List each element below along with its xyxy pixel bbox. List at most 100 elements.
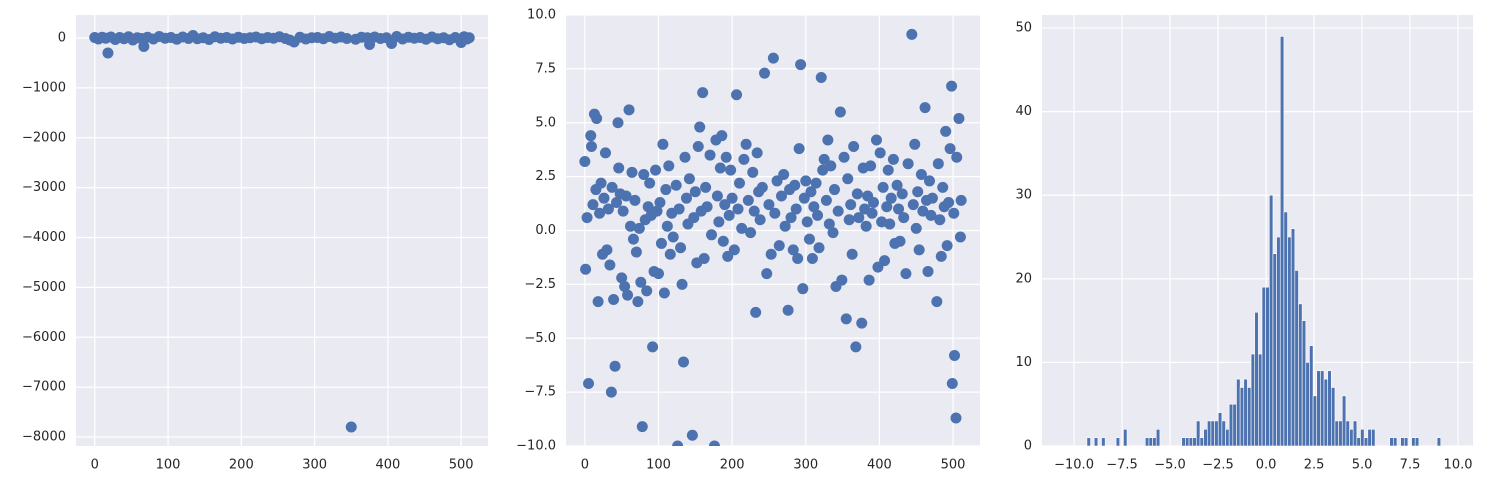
subplot: 0 100 200 300 400 500 0 −1000 −2000 −3000 −4000 −50… xyxy=(22,15,488,473)
point xyxy=(617,205,629,217)
y-tick-label: −8000 xyxy=(22,430,66,445)
point xyxy=(697,87,709,99)
y-tick-label: −5.0 xyxy=(524,331,556,346)
bar xyxy=(1363,437,1369,446)
point xyxy=(583,378,595,390)
bar xyxy=(1155,428,1161,446)
bar xyxy=(1316,370,1321,446)
point xyxy=(782,304,794,316)
point xyxy=(937,181,949,193)
point xyxy=(910,222,922,234)
bar xyxy=(1276,236,1281,446)
point xyxy=(898,212,910,224)
subplot: 0 100 200 300 400 500 −10.0 −7.5 −5.0 −2.5 0.0 2.5 5… xyxy=(516,8,980,473)
point xyxy=(748,205,760,217)
point xyxy=(926,192,938,204)
point xyxy=(943,196,955,208)
point xyxy=(620,190,632,202)
point xyxy=(800,175,812,187)
y-tick-label: 7.5 xyxy=(535,61,556,76)
point xyxy=(874,147,886,159)
point xyxy=(627,233,639,245)
point xyxy=(581,212,593,224)
point xyxy=(102,47,114,59)
point xyxy=(731,89,743,101)
bar xyxy=(1436,437,1442,446)
point xyxy=(345,421,357,433)
point xyxy=(713,216,725,228)
point xyxy=(759,67,771,79)
point xyxy=(661,220,673,232)
bar xyxy=(1341,395,1347,446)
x-tick-label: 5.0 xyxy=(1352,458,1373,473)
point xyxy=(778,168,790,180)
x-tick-label: 10.0 xyxy=(1444,458,1473,473)
point xyxy=(679,151,691,163)
point xyxy=(881,201,893,213)
point xyxy=(756,181,768,193)
point xyxy=(955,194,967,206)
bar xyxy=(1221,420,1226,446)
point xyxy=(623,104,635,116)
bar xyxy=(1309,345,1314,446)
point xyxy=(840,313,852,325)
x-tick-label: 200 xyxy=(720,458,745,473)
point xyxy=(647,341,659,353)
point xyxy=(704,149,716,161)
point xyxy=(579,156,591,168)
point xyxy=(626,166,638,178)
point xyxy=(934,214,946,226)
bar xyxy=(1250,353,1256,446)
bar xyxy=(1290,228,1296,446)
point xyxy=(940,125,952,137)
bar xyxy=(1393,437,1398,446)
point xyxy=(698,253,710,265)
point xyxy=(750,306,762,318)
bar xyxy=(1210,420,1215,446)
bar xyxy=(1367,428,1372,446)
y-tick-label: 20 xyxy=(1015,271,1032,286)
point xyxy=(922,265,934,277)
x-tick-label: 2.5 xyxy=(1304,458,1325,473)
point xyxy=(951,151,963,163)
point xyxy=(866,207,878,219)
point xyxy=(641,285,653,297)
bar xyxy=(1301,320,1307,446)
x-tick-label: 200 xyxy=(229,458,254,473)
point xyxy=(935,250,947,262)
bar xyxy=(1199,437,1204,446)
point xyxy=(604,259,616,271)
point xyxy=(806,253,818,265)
point xyxy=(787,244,799,256)
point xyxy=(644,177,656,189)
y-tick-label: 30 xyxy=(1015,188,1032,203)
point xyxy=(912,186,924,198)
point xyxy=(789,179,801,191)
point xyxy=(595,177,607,189)
point xyxy=(711,190,723,202)
bar xyxy=(1093,437,1099,446)
point xyxy=(754,214,766,226)
marks xyxy=(579,28,967,446)
y-tick-label: 0.0 xyxy=(535,223,556,238)
x-tick-label: 500 xyxy=(449,458,474,473)
bar xyxy=(1287,236,1292,446)
subplot: −10.0 −7.5 −5.0 −2.5 0.0 2.5 5.0 7.5 10.0 0 10 20 30… xyxy=(1015,15,1473,473)
point xyxy=(611,196,623,208)
point xyxy=(657,138,669,150)
point xyxy=(619,281,631,293)
point xyxy=(919,102,931,114)
bar xyxy=(1148,437,1153,446)
y-tick-label: 2.5 xyxy=(535,169,556,184)
point xyxy=(613,162,625,174)
point xyxy=(633,222,645,234)
point xyxy=(896,188,908,200)
y-tick-label: −2000 xyxy=(22,130,66,145)
point xyxy=(808,201,820,213)
point xyxy=(463,32,475,44)
point xyxy=(642,201,654,213)
marks xyxy=(1086,36,1442,446)
bar xyxy=(1356,437,1361,446)
point xyxy=(834,106,846,118)
point xyxy=(629,194,641,206)
